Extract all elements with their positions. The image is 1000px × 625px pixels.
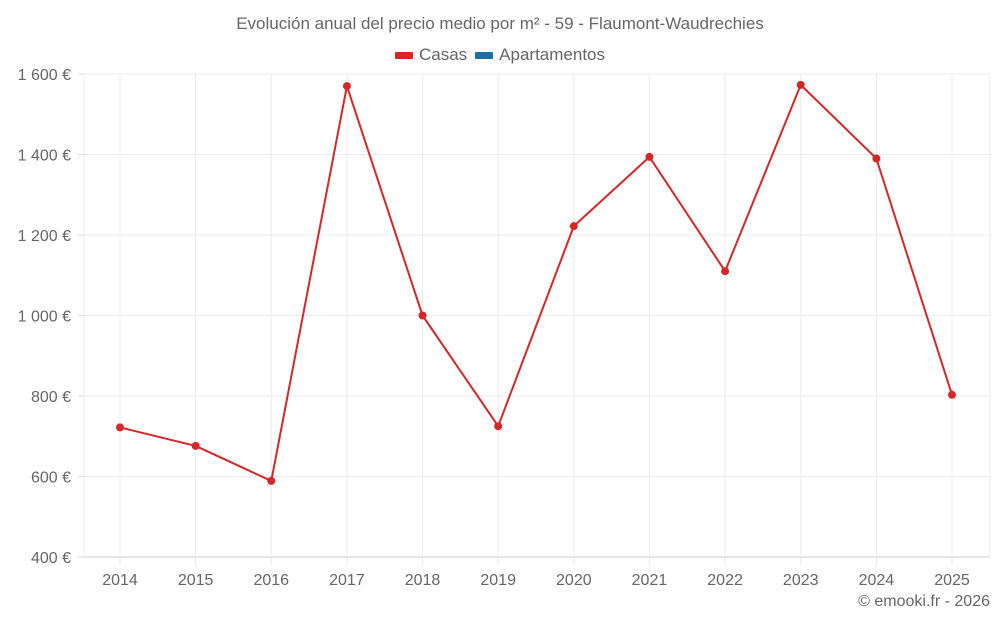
data-point[interactable] (116, 423, 124, 432)
x-tick-label: 2014 (102, 572, 138, 589)
x-tick-label: 2015 (178, 572, 214, 589)
y-tick-label: 800 € (31, 389, 71, 406)
data-point[interactable] (948, 390, 956, 399)
x-tick-label: 2020 (556, 572, 592, 589)
data-point[interactable] (645, 152, 654, 161)
series-line (119, 83, 953, 482)
chart-title: Evolución anual del precio medio por m² … (236, 14, 764, 33)
data-point[interactable] (342, 82, 351, 91)
legend-item-apartamentos[interactable]: Apartamentos (475, 45, 605, 65)
copyright-footer: © emooki.fr - 2026 (858, 593, 990, 610)
data-point[interactable] (796, 80, 805, 89)
legend-swatch-apartamentos (475, 51, 494, 59)
legend-swatch-casas (394, 51, 413, 59)
data-point[interactable] (494, 422, 503, 431)
legend-label-apartamentos: Apartamentos (499, 45, 606, 64)
x-tick-label: 2017 (329, 572, 365, 589)
legend-label-casas: Casas (418, 45, 468, 64)
y-tick-label: 1 400 € (18, 148, 71, 165)
series-casas (116, 80, 956, 485)
x-tick-label: 2022 (707, 572, 743, 589)
x-tick-label: 2018 (405, 572, 441, 589)
data-point[interactable] (872, 154, 881, 163)
data-point[interactable] (267, 476, 276, 485)
data-point[interactable] (191, 441, 200, 450)
legend-item-casas[interactable]: Casas (394, 45, 468, 65)
x-tick-label: 2019 (480, 572, 516, 589)
x-tick-label: 2025 (934, 572, 970, 589)
y-tick-label: 600 € (31, 470, 71, 487)
x-tick-label: 2023 (783, 572, 819, 589)
y-tick-label: 400 € (31, 550, 71, 567)
data-point[interactable] (721, 267, 730, 276)
y-tick-label: 1 600 € (18, 67, 71, 84)
y-tick-label: 1 000 € (18, 309, 71, 326)
x-tick-label: 2021 (632, 572, 668, 589)
axes: 400 € 600 € 800 € 1 000 € 1 200 € 1 400 € 1 60… (18, 67, 970, 589)
gridlines (83, 73, 991, 565)
y-tick-label: 1 200 € (18, 228, 71, 245)
data-point[interactable] (569, 222, 578, 231)
data-point[interactable] (418, 311, 427, 320)
x-tick-label: 2016 (253, 572, 289, 589)
legend: Casas Apartamentos (0, 45, 1000, 65)
x-tick-label: 2024 (859, 572, 895, 589)
